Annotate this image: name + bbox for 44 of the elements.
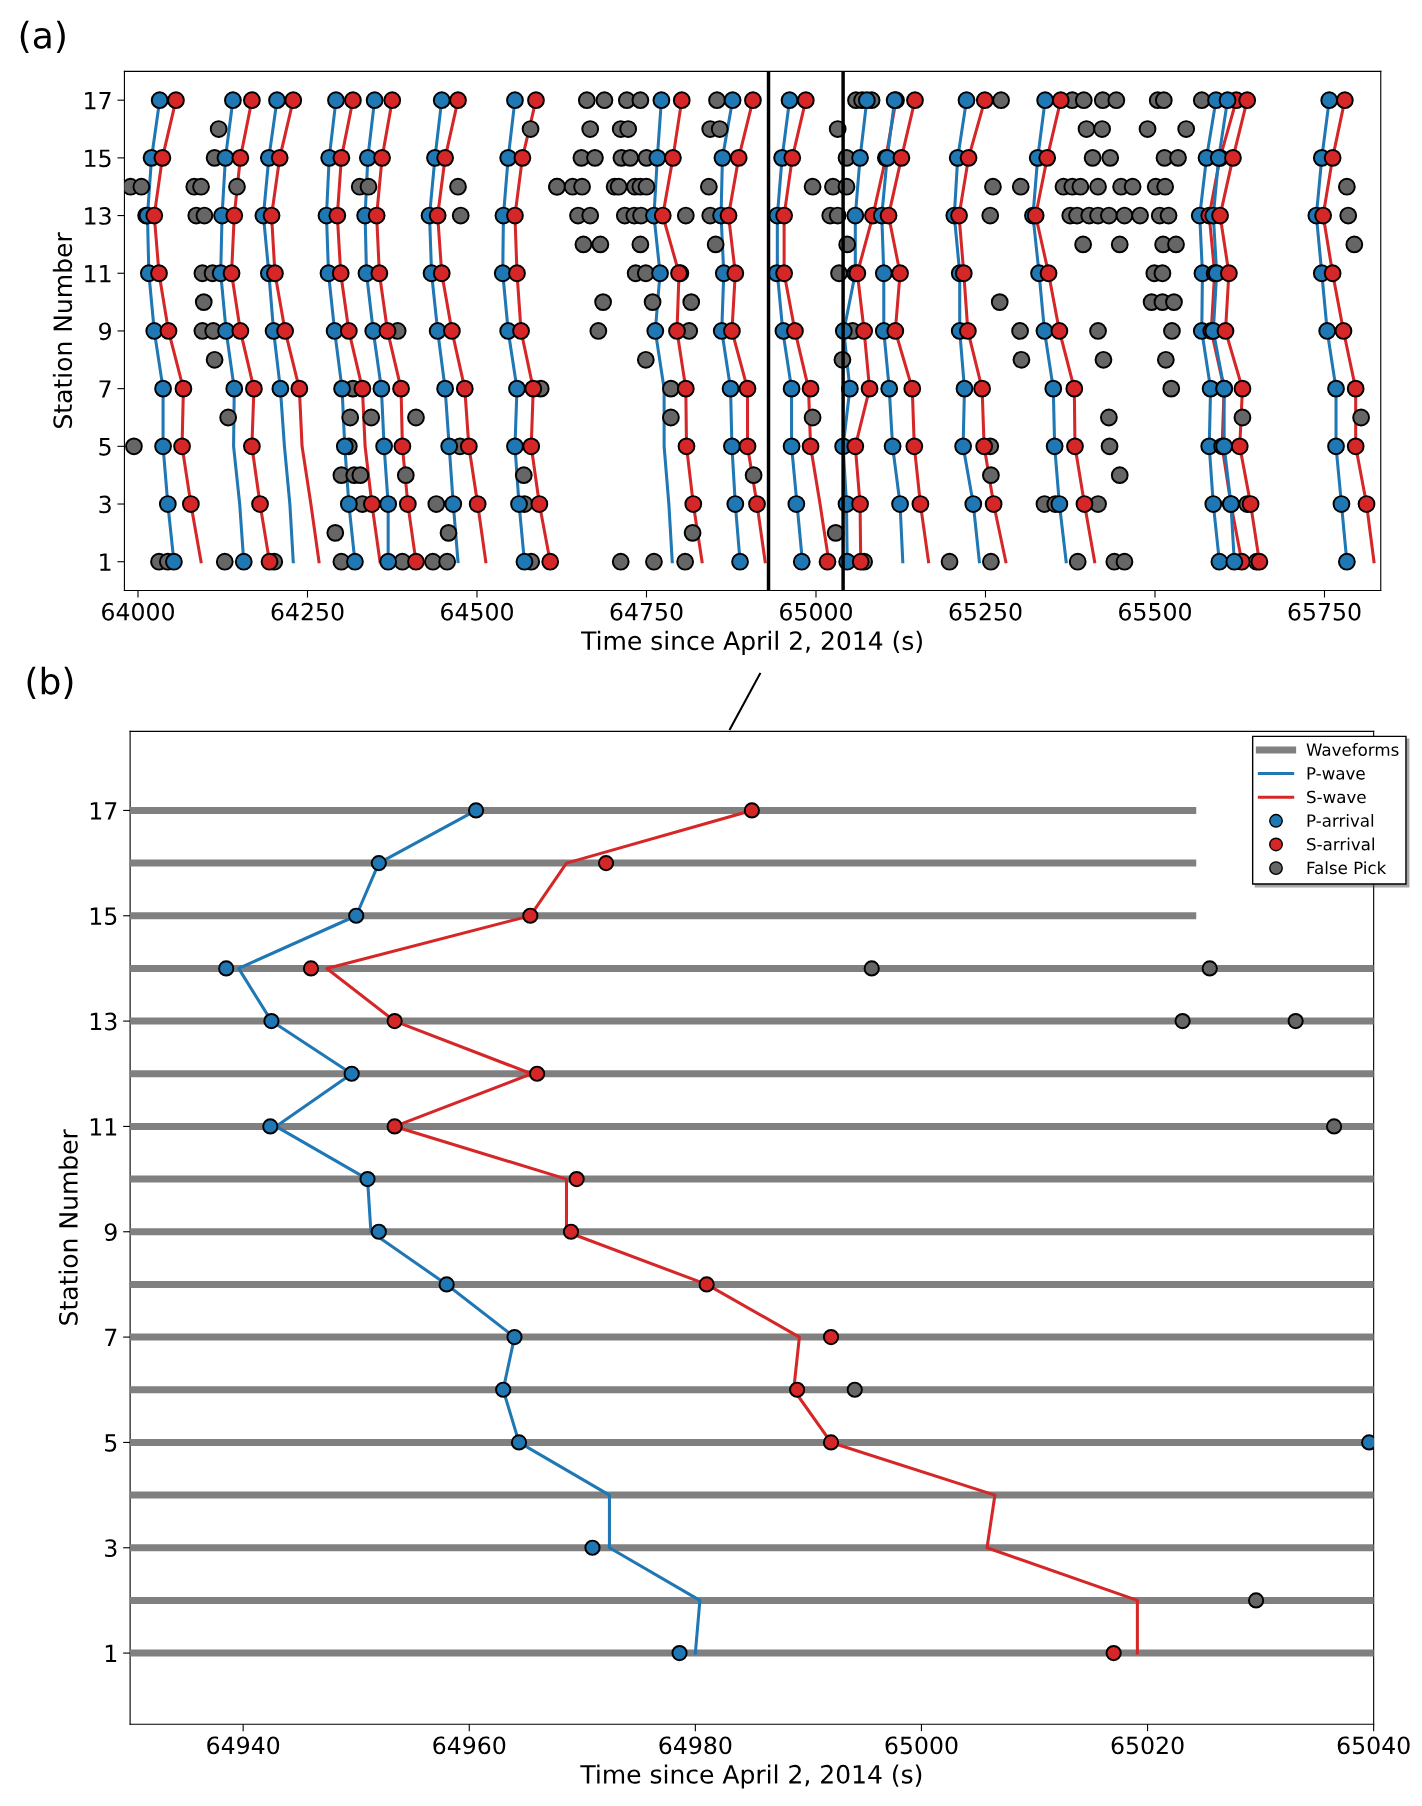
chart-title: (a): [20, 20, 65, 54]
y-tick-label: 9: [104, 1223, 117, 1242]
x-tick-label: 65500: [1119, 602, 1191, 621]
y-tick-label: 13: [90, 1012, 117, 1031]
y-tick-label: 11: [85, 265, 111, 283]
x-tick-label: 64980: [659, 1736, 732, 1755]
y-tick-label: 15: [90, 907, 117, 926]
legend-label: False Pick: [1307, 861, 1387, 875]
x-tick-label: 64940: [207, 1736, 280, 1755]
x-tick-label: 65000: [780, 602, 852, 621]
y-tick-label: 17: [90, 802, 117, 820]
x-tick-label: 64750: [610, 602, 683, 621]
x-tick-label: 65250: [949, 602, 1022, 621]
x-tick-label: 65040: [1337, 1736, 1410, 1755]
x-tick-label: 65000: [885, 1736, 958, 1755]
legend-label: S-arrival: [1307, 837, 1374, 851]
y-tick-label: 13: [85, 207, 111, 225]
x-axis-title: Time since April 2, 2014 (s): [581, 630, 922, 655]
y-tick-label: 11: [90, 1118, 117, 1136]
y-tick-label: 1: [105, 1644, 117, 1663]
x-axis-title: Time since April 2, 2014 (s): [580, 1764, 922, 1789]
y-tick-label: 3: [105, 1539, 117, 1558]
x-tick-label: 64960: [433, 1736, 506, 1755]
x-tick-label: 64250: [271, 602, 344, 621]
legend-label: Waveforms: [1306, 743, 1399, 756]
y-tick-label: 17: [85, 91, 111, 110]
y-tick-label: 7: [105, 1328, 117, 1347]
y-axis-title: Station Number: [58, 1129, 78, 1325]
y-tick-label: 7: [99, 380, 111, 398]
y-tick-label: 1: [100, 553, 111, 571]
y-tick-label: 15: [85, 149, 111, 168]
y-tick-label: 5: [99, 438, 111, 456]
legend-label: S-wave: [1307, 790, 1366, 804]
chart-title: (b): [27, 666, 73, 699]
x-tick-label: 65750: [1288, 602, 1361, 621]
legend-label: P-arrival: [1307, 813, 1374, 827]
y-tick-label: 5: [105, 1434, 117, 1452]
y-axis-title: Station Number: [52, 232, 73, 428]
y-tick-label: 9: [99, 322, 111, 341]
y-tick-label: 3: [99, 495, 111, 514]
legend-label: P-wave: [1307, 767, 1365, 780]
x-tick-label: 64500: [441, 602, 513, 621]
x-tick-label: 65020: [1111, 1736, 1184, 1755]
x-tick-label: 64000: [102, 602, 174, 621]
